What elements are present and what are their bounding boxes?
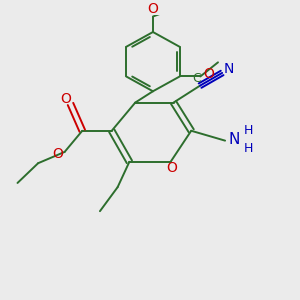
- Text: H: H: [243, 124, 253, 137]
- Text: O: O: [203, 67, 214, 81]
- Text: N: N: [228, 132, 240, 147]
- Text: O: O: [53, 147, 64, 161]
- Text: O: O: [60, 92, 70, 106]
- Text: O: O: [148, 2, 158, 16]
- Text: N: N: [224, 62, 234, 76]
- Text: H: H: [243, 142, 253, 155]
- Text: C: C: [192, 72, 201, 85]
- Text: O: O: [167, 161, 178, 175]
